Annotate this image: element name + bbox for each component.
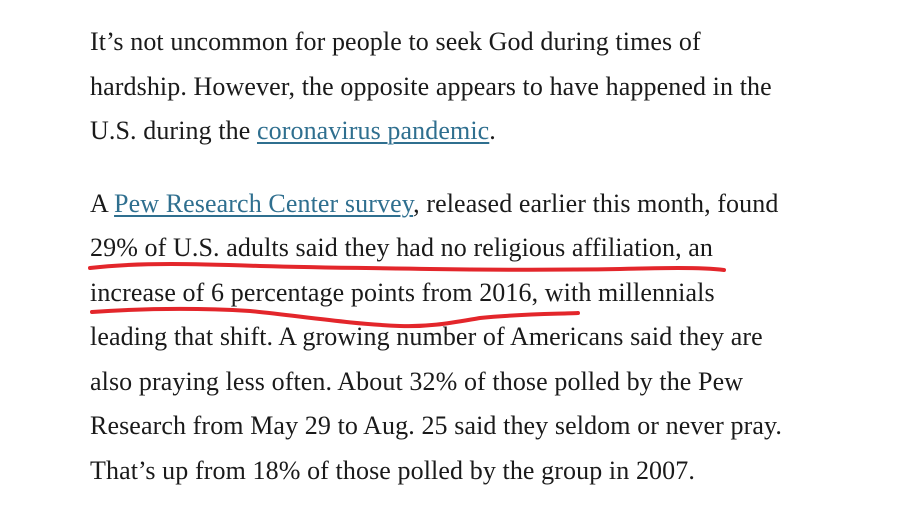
paragraph-2-line-7: That’s up from 18% of those polled by th… bbox=[90, 455, 695, 485]
paragraph-1-line-1: It’s not uncommon for people to seek God… bbox=[90, 27, 701, 56]
coronavirus-pandemic-link[interactable]: coronavirus pandemic bbox=[256, 116, 490, 145]
pew-research-survey-link[interactable]: Pew Research Center survey bbox=[114, 188, 414, 218]
paragraph-2-line-3: increase of 6 percentage points from 201… bbox=[90, 277, 715, 307]
line-text: . bbox=[489, 116, 496, 145]
article-body: It’s not uncommon for people to seek God… bbox=[90, 20, 870, 493]
paragraph-2: A Pew Research Center survey, released e… bbox=[90, 182, 870, 494]
line-text: U.S. during the bbox=[90, 116, 257, 145]
paragraph-2-line-1: A Pew Research Center survey, released e… bbox=[90, 182, 870, 227]
paragraph-2-line-6: Research from May 29 to Aug. 25 said the… bbox=[90, 411, 782, 440]
paragraph-2-line-2: 29% of U.S. adults said they had no reli… bbox=[90, 233, 714, 262]
paragraph-1-line-3: U.S. during the coronavirus pandemic. bbox=[90, 109, 870, 154]
paragraph-2-line-4: leading that shift. A growing number of … bbox=[90, 322, 763, 351]
paragraph-1-line-2: hardship. However, the opposite appears … bbox=[90, 71, 772, 101]
paragraph-1: It’s not uncommon for people to seek God… bbox=[90, 20, 870, 154]
paragraph-2-line-5: also praying less often. About 32% of th… bbox=[90, 366, 744, 396]
line-text: A bbox=[90, 188, 115, 218]
line-text: , released earlier this month, found bbox=[413, 188, 779, 218]
